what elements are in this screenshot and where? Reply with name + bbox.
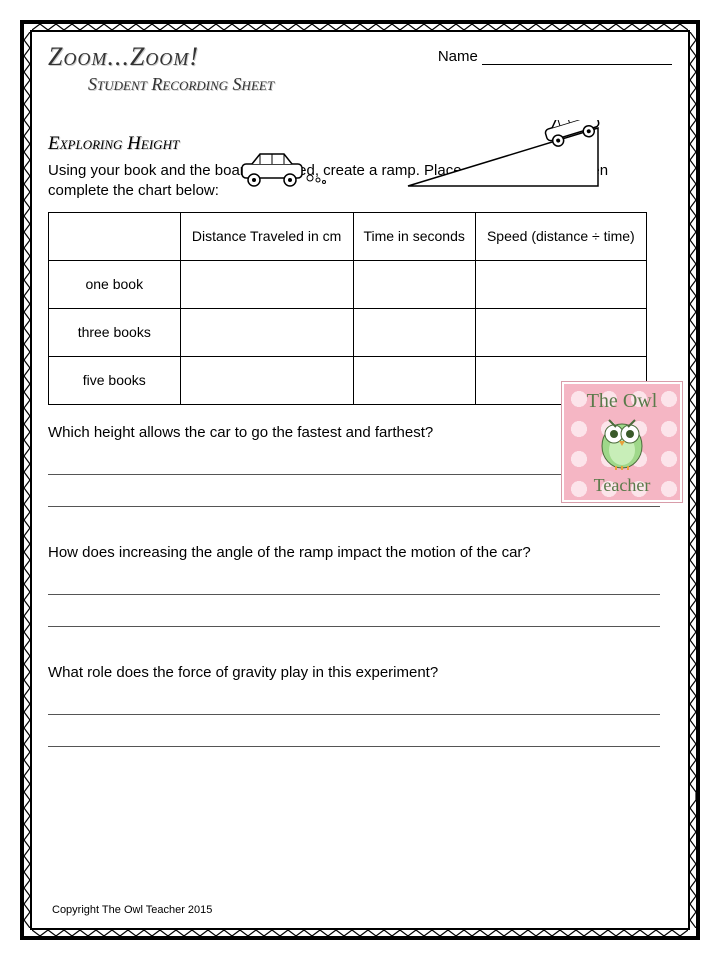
border-pattern-top (32, 24, 688, 30)
table-header-time: Time in seconds (353, 212, 475, 260)
table-row: one book (49, 260, 647, 308)
table-cell[interactable] (475, 260, 646, 308)
copyright-text: Copyright The Owl Teacher 2015 (52, 904, 212, 916)
table-cell[interactable] (353, 356, 475, 404)
row-label: five books (49, 356, 181, 404)
border-pattern-bottom (32, 930, 688, 936)
car-ramp-illustration (228, 120, 608, 190)
name-input-line[interactable] (482, 64, 672, 65)
question-3: What role does the force of gravity play… (48, 663, 672, 683)
table-cell[interactable] (180, 260, 353, 308)
table-row: three books (49, 308, 647, 356)
page-title: Zoom...Zoom! (48, 42, 274, 72)
data-table: Distance Traveled in cm Time in seconds … (48, 212, 647, 405)
owl-teacher-logo: The Owl Teacher (562, 382, 682, 502)
title-block: Zoom...Zoom! Student Recording Sheet (48, 42, 274, 95)
content-area: Zoom...Zoom! Student Recording Sheet Nam… (48, 42, 672, 918)
owl-icon (594, 414, 650, 470)
table-row: five books (49, 356, 647, 404)
border-pattern-right (690, 32, 696, 928)
answer-line[interactable] (48, 573, 660, 595)
table-header-speed: Speed (distance ÷ time) (475, 212, 646, 260)
page-subtitle: Student Recording Sheet (88, 74, 274, 95)
table-cell[interactable] (180, 308, 353, 356)
table-cell[interactable] (475, 308, 646, 356)
table-cell[interactable] (353, 260, 475, 308)
logo-text-bottom: Teacher (564, 475, 680, 496)
worksheet-page: Zoom...Zoom! Student Recording Sheet Nam… (0, 0, 720, 960)
name-label: Name (438, 48, 478, 65)
logo-text-top: The Owl (564, 384, 680, 412)
row-label: one book (49, 260, 181, 308)
table-header-blank (49, 212, 181, 260)
border-pattern-left (24, 32, 30, 928)
table-header-row: Distance Traveled in cm Time in seconds … (49, 212, 647, 260)
name-field: Name (438, 48, 672, 65)
table-header-distance: Distance Traveled in cm (180, 212, 353, 260)
table-cell[interactable] (180, 356, 353, 404)
answer-line[interactable] (48, 693, 660, 715)
answer-line[interactable] (48, 605, 660, 627)
question-2: How does increasing the angle of the ram… (48, 543, 672, 563)
table-cell[interactable] (353, 308, 475, 356)
answer-line[interactable] (48, 725, 660, 747)
row-label: three books (49, 308, 181, 356)
